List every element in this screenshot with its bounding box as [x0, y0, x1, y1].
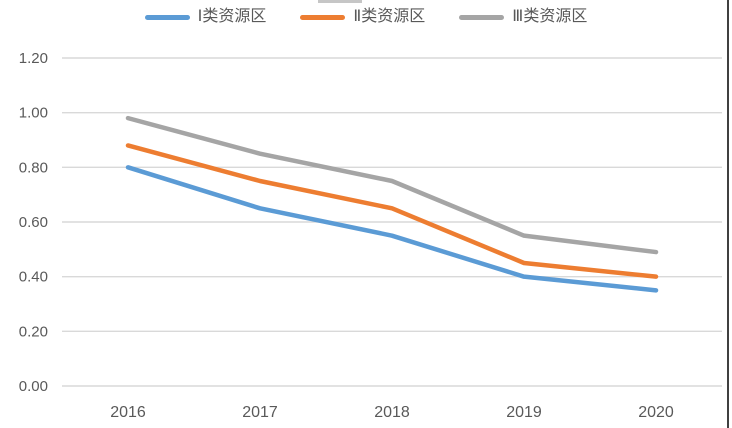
legend-line-swatch: [300, 14, 346, 20]
x-tick-label: 2019: [506, 404, 542, 421]
y-tick-label: 0.60: [19, 214, 48, 231]
x-tick-label: 2016: [110, 404, 146, 421]
y-tick-label: 1.20: [19, 50, 48, 67]
series-line-1: [125, 165, 659, 293]
series-line-2: [125, 143, 659, 279]
y-tick-label: 0.80: [19, 159, 48, 176]
x-tick-label: 2018: [374, 404, 410, 421]
series-line-3: [125, 115, 659, 255]
chart-legend: Ⅰ类资源区 Ⅱ类资源区 Ⅲ类资源区: [0, 9, 732, 25]
top-edge-artifact: [318, 0, 362, 3]
legend-line-swatch: [459, 14, 505, 20]
legend-item: Ⅲ类资源区: [459, 9, 587, 25]
legend-item: Ⅰ类资源区: [144, 8, 267, 25]
y-tick-label: 1.00: [19, 105, 48, 122]
legend-label: Ⅲ类资源区: [512, 8, 588, 25]
x-tick-label: 2017: [242, 404, 278, 421]
legend-item: Ⅱ类资源区: [300, 9, 425, 25]
legend-label: Ⅰ类资源区: [197, 8, 267, 25]
x-tick-label: 2020: [638, 404, 674, 421]
y-tick-label: 0.00: [19, 378, 48, 395]
y-tick-label: 0.20: [19, 323, 48, 340]
y-tick-label: 0.40: [19, 269, 48, 286]
screenshot-right-edge-line: [727, 0, 729, 428]
legend-line-swatch: [144, 14, 190, 20]
legend-label: Ⅱ类资源区: [353, 8, 426, 25]
